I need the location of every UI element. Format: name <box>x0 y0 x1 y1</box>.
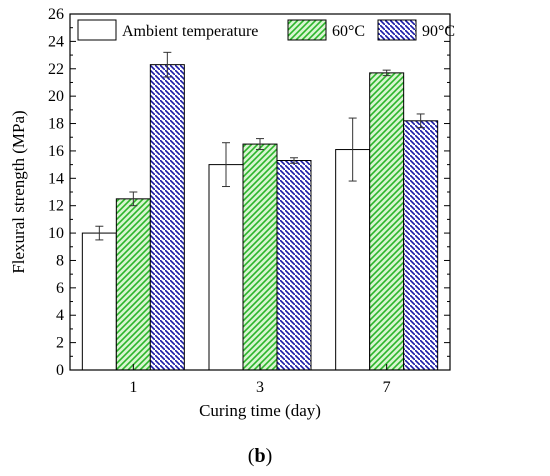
x-axis: 1 3 7 <box>129 364 391 396</box>
y-tick-label: 10 <box>48 225 64 242</box>
y-tick-label: 2 <box>56 335 64 352</box>
bars-layer <box>81 64 439 371</box>
legend: Ambient temperature 60°C 90°C <box>77 19 455 41</box>
y-tick-label: 24 <box>48 33 64 50</box>
bar-90c <box>149 64 185 371</box>
y-axis-title: Flexural strength (MPa) <box>9 110 28 273</box>
error-bars-layer <box>95 51 425 241</box>
x-tick-label: 3 <box>256 379 264 396</box>
y-tick-label: 14 <box>48 170 64 187</box>
y-tick-label: 18 <box>48 116 64 133</box>
legend-label-60c: 60°C <box>332 23 365 40</box>
bar-ambient <box>208 164 244 371</box>
y-tick-label: 26 <box>48 6 64 23</box>
legend-swatch-90c <box>377 19 417 41</box>
legend-label-90c: 90°C <box>422 23 455 40</box>
legend-swatch-60c <box>287 19 327 41</box>
y-tick-label: 8 <box>56 252 64 269</box>
x-axis-title: Curing time (day) <box>199 401 321 420</box>
y-tick-label: 16 <box>48 143 64 160</box>
y-tick-label: 12 <box>48 198 64 215</box>
bar-60c <box>115 198 151 371</box>
bar-ambient <box>335 149 371 371</box>
bar-60c <box>369 72 405 371</box>
y-tick-label: 22 <box>48 61 64 78</box>
y-tick-label: 0 <box>56 362 64 379</box>
bar-ambient <box>81 232 117 371</box>
bar-60c <box>242 143 278 371</box>
legend-label-ambient: Ambient temperature <box>122 23 258 40</box>
y-tick-label: 6 <box>56 280 64 297</box>
legend-swatch-ambient <box>77 19 117 41</box>
y-tick-label: 20 <box>48 88 64 105</box>
bar-90c <box>403 120 439 371</box>
figure-caption: (b) <box>248 445 272 467</box>
y-tick-label: 4 <box>56 307 64 324</box>
x-tick-label: 1 <box>129 379 137 396</box>
bar-90c <box>276 160 312 371</box>
x-tick-label: 7 <box>383 379 391 396</box>
